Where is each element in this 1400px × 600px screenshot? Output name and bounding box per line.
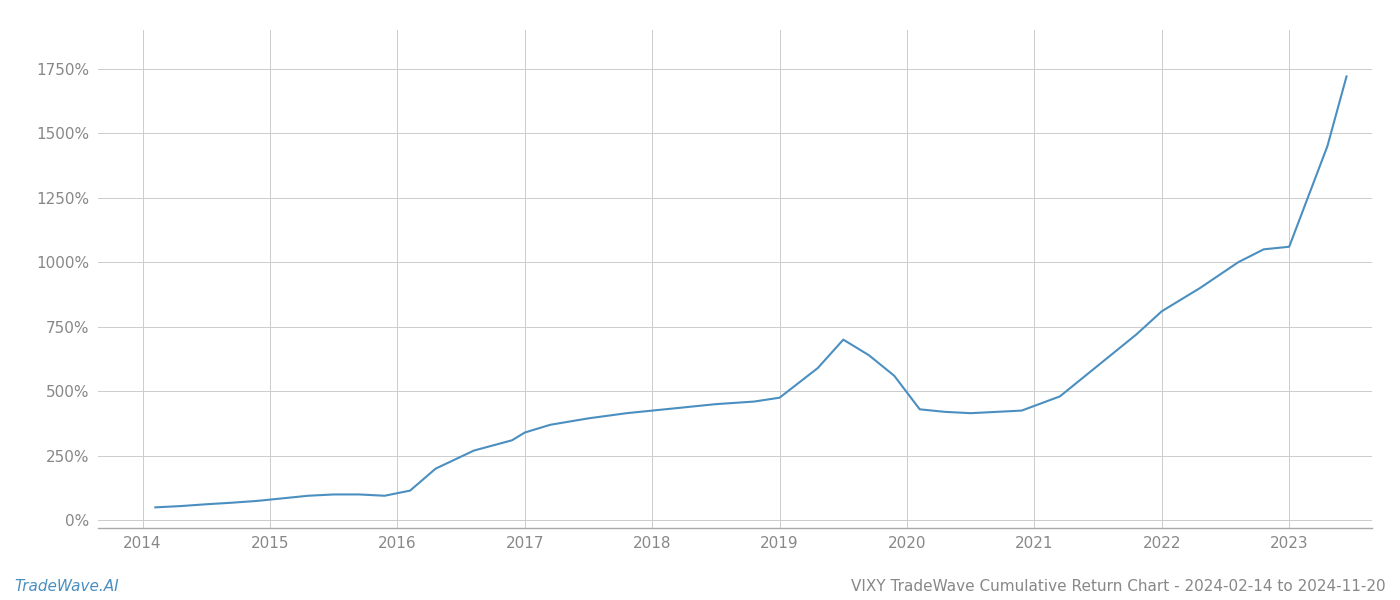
Text: VIXY TradeWave Cumulative Return Chart - 2024-02-14 to 2024-11-20: VIXY TradeWave Cumulative Return Chart -… — [851, 579, 1386, 594]
Text: TradeWave.AI: TradeWave.AI — [14, 579, 119, 594]
